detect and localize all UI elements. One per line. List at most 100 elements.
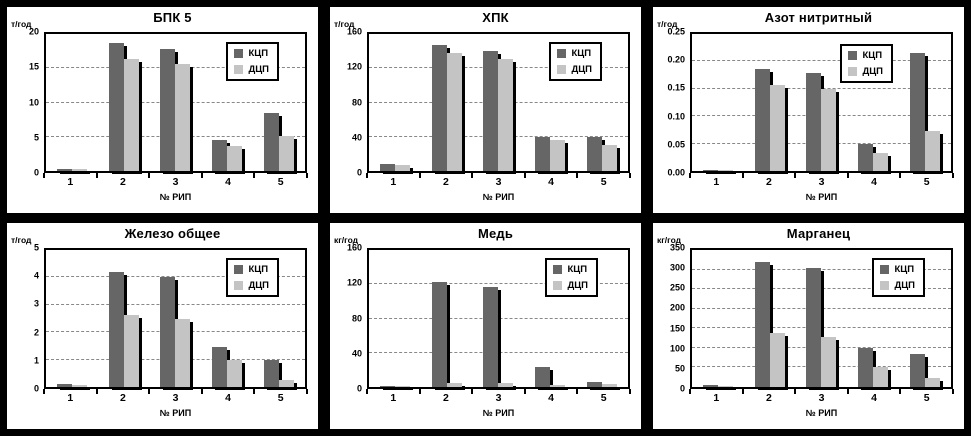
bar-group-3 [796,250,848,387]
y-axis-tick-label: 1 [33,355,39,366]
legend-item-dcp: ДЦП [557,64,592,75]
y-axis-tick-labels: 0.00 0.05 0.10 0.15 0.20 0.25 [653,27,687,177]
x-axis-tick [629,389,631,394]
bar-group-5 [253,34,305,171]
bar-group-1 [46,250,98,387]
bar-group-2 [98,250,150,387]
x-axis-tick [418,173,421,178]
legend: КЦП ДЦП [226,258,279,297]
y-axis-tick-label: 120 [346,277,362,288]
bar-s2-cat5 [925,131,941,171]
bar-s1-cat3 [483,286,499,387]
gridline [369,283,628,285]
x-axis-ticks [43,173,308,178]
bar-group-5 [899,250,951,387]
y-axis-unit-label: т/год [334,19,355,29]
legend-label-kcp: КЦП [248,48,269,59]
plot-area: КЦП ДЦП [690,32,953,173]
bar-group-3 [150,34,202,171]
y-axis-unit-label: т/год [657,19,678,29]
bar-s1-cat1 [56,168,72,171]
y-axis-tick-label: 0.15 [667,82,685,93]
gridline [46,303,305,305]
chart-title: БПК 5 [153,10,192,25]
legend-item-kcp: КЦП [880,265,915,275]
bar-s2-cat3 [175,64,191,171]
bar-group-2 [421,250,473,387]
y-axis-tick-label: 0 [356,383,362,394]
gridline [692,288,951,290]
x-axis-tick [306,173,308,178]
legend-label-kcp: КЦП [894,264,915,275]
y-axis-tick-label: 0.05 [667,139,685,150]
bar-group-2 [744,34,796,171]
bar-s2-cat4 [550,140,566,171]
x-axis-ticks [43,389,308,394]
x-axis-tick [253,173,256,178]
bar-s1-cat2 [108,42,124,171]
bar-s2-cat5 [279,380,295,387]
x-axis-tick-label: 5 [923,176,930,188]
x-axis-tick-label: 1 [713,392,720,404]
bar-group-3 [473,34,525,171]
gridline [692,268,951,270]
bar-s2-cat5 [279,136,295,171]
bar-s2-cat2 [446,382,462,387]
y-axis-tick-label: 4 [33,270,39,281]
bar-s2-cat3 [498,58,514,171]
plot-area: КЦП ДЦП [690,248,953,389]
bar-s2-cat1 [394,386,410,387]
x-axis-tick-labels: 1 2 3 4 5 [44,177,307,190]
x-axis-tick-label: 4 [225,392,231,404]
bar-s1-cat3 [806,268,822,387]
x-axis-tick-label: 2 [442,392,449,404]
legend-swatch-dcp [234,64,244,74]
plot-area: КЦП ДЦП [44,32,307,173]
legend-label-dcp: ДЦП [248,63,269,75]
bar-s1-cat3 [160,49,176,171]
y-axis-tick-label: 0.00 [667,167,685,178]
bar-group-4 [847,250,899,387]
x-axis-tick [148,173,151,178]
legend-swatch-kcp [848,51,858,61]
y-axis-tick-label: 300 [669,262,685,273]
x-axis-tick-label: 2 [119,392,126,404]
x-axis-tick [899,389,902,394]
bar-group-5 [899,34,951,171]
x-axis-tick-label: 3 [818,392,825,404]
y-axis-tick-label: 15 [28,61,39,72]
chart-title: Железо общее [124,226,221,241]
bar-s1-cat3 [160,277,176,387]
y-axis-tick-label: 0 [679,383,685,394]
x-axis-tick-label: 1 [67,392,74,404]
bar-s2-cat2 [769,333,785,387]
legend-item-kcp: КЦП [848,51,883,61]
bar-s1-cat1 [702,169,718,171]
chart-panel-hpk: ХПК т/год 0 40 80 120 160 КЦП ДЦП 1 2 3 4 5 № РИ… [330,7,641,213]
legend-label-kcp: КЦП [567,264,588,275]
bar-s1-cat5 [910,53,926,171]
x-axis-ticks [366,389,631,394]
x-axis-tick [471,173,474,178]
y-axis-tick-labels: 0 40 80 120 160 [330,243,364,393]
bar-s1-cat5 [264,360,280,387]
legend-swatch-dcp [557,64,567,74]
bar-group-3 [473,250,525,387]
legend: КЦП ДЦП [872,258,925,297]
x-axis-tick [523,173,526,178]
x-axis-tick-label: 5 [600,392,607,404]
x-axis-tick-label: 2 [765,392,772,404]
legend-swatch-kcp [557,49,567,59]
bar-s2-cat5 [925,378,941,387]
bar-s2-cat3 [821,336,837,387]
plot-area: КЦП ДЦП [367,32,630,173]
x-axis-tick-label: 4 [548,392,554,404]
plot-area: КЦП ДЦП [367,248,630,389]
gridline [369,351,628,353]
bar-s1-cat4 [858,347,874,387]
bar-s1-cat4 [212,139,228,171]
y-axis-tick-label: 10 [28,97,39,107]
chart-panel-azot-nitritny: Азот нитритный т/год 0.00 0.05 0.10 0.15 0.2… [653,7,964,213]
x-axis-tick [794,173,797,178]
x-axis-tick-label: 3 [495,392,502,404]
